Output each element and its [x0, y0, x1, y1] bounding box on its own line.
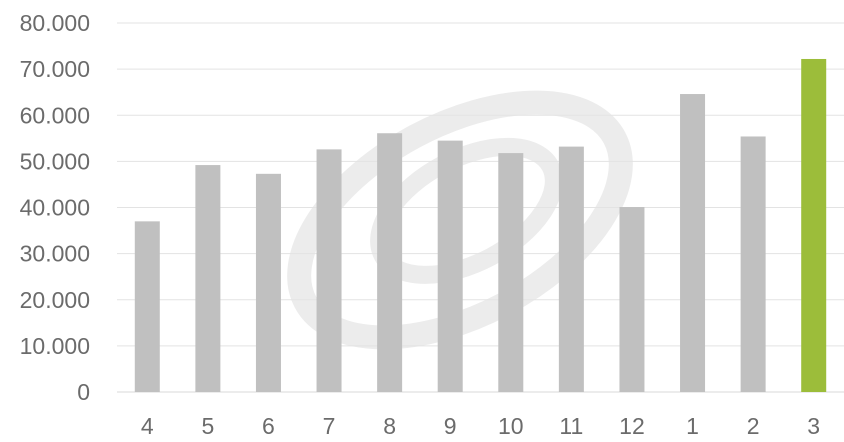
y-tick-label: 80.000: [20, 10, 90, 36]
bar-4: [134, 221, 160, 392]
y-axis-tick-labels: 0 10.000 20.000 30.000 40.000 50.000 60.000 70.…: [20, 10, 90, 405]
bar-5: [195, 165, 221, 392]
bar-12: [619, 207, 645, 392]
x-tick-label: 1: [686, 413, 699, 439]
bar-8: [377, 133, 403, 392]
x-axis-tick-labels: 4 5 6 7 8 9 10 11 12 1 2 3: [141, 413, 820, 439]
x-tick-label: 7: [323, 413, 336, 439]
bar-10: [498, 153, 524, 392]
x-tick-label: 10: [498, 413, 524, 439]
x-tick-label: 11: [559, 413, 583, 439]
x-tick-label: 5: [201, 413, 214, 439]
x-tick-label: 2: [747, 413, 760, 439]
bar-7: [316, 149, 342, 392]
x-tick-label: 9: [444, 413, 457, 439]
x-tick-label: 3: [807, 413, 820, 439]
bar-11: [558, 146, 584, 392]
bar-9: [437, 140, 463, 392]
bar-2: [740, 136, 766, 392]
bars: [134, 58, 827, 392]
y-tick-label: 0: [77, 379, 90, 405]
y-tick-label: 60.000: [20, 102, 90, 128]
x-tick-label: 4: [141, 413, 154, 439]
bar-1: [680, 94, 706, 392]
x-tick-label: 6: [262, 413, 275, 439]
y-tick-label: 40.000: [20, 195, 90, 221]
y-tick-label: 30.000: [20, 241, 90, 267]
bar-6: [255, 173, 281, 392]
y-tick-label: 10.000: [20, 333, 90, 359]
x-tick-label: 12: [619, 413, 645, 439]
y-tick-label: 20.000: [20, 287, 90, 313]
y-tick-label: 70.000: [20, 56, 90, 82]
gridlines: [117, 22, 844, 393]
y-tick-label: 50.000: [20, 148, 90, 174]
x-tick-label: 8: [383, 413, 396, 439]
bar-3: [801, 58, 827, 392]
